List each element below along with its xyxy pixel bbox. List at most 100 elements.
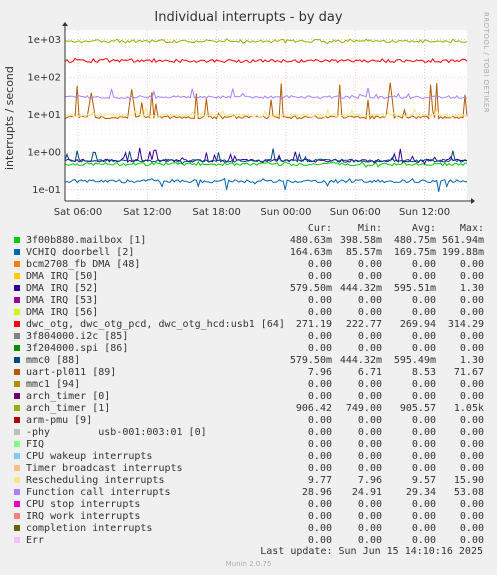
legend-series-name: mmc0 [88] (26, 355, 81, 366)
legend-max-value: 0.00 (459, 511, 484, 522)
legend-swatch (14, 489, 20, 495)
legend-series-name: 3f00b880.mailbox [1] (26, 235, 147, 246)
legend-swatch (14, 273, 20, 279)
legend-series-name: 3f804000.i2c [85] (26, 331, 129, 342)
legend-series-name: arch_timer [1] (26, 403, 111, 414)
legend-swatch (14, 393, 20, 399)
legend-avg-value: 0.00 (411, 259, 436, 270)
legend-series-name: uart-pl011 [89] (26, 367, 117, 378)
legend-header-min: Min: (357, 223, 382, 234)
legend-max-value: 1.05k (453, 403, 484, 414)
legend-series-name: FIQ (26, 439, 45, 450)
legend-row: mmc0 [88] 579.50m 444.32m 595.49m 1.30 (14, 355, 484, 367)
legend-avg-value: 0.00 (411, 295, 436, 306)
series-line (64, 106, 468, 118)
legend-avg-value: 905.57 (399, 403, 436, 414)
rrdtool-credit: RRDTOOL / TOBI OETIKER (482, 12, 490, 114)
series-line (64, 87, 468, 100)
x-tick-label: Sat 06:00 (54, 207, 102, 218)
legend-min-value: 444.32m (339, 355, 382, 366)
plot-area (65, 30, 467, 201)
legend-max-value: 0.00 (459, 343, 484, 354)
legend-avg-value: 269.94 (399, 319, 436, 330)
legend-swatch (14, 345, 20, 351)
legend-min-value: 398.58m (339, 235, 382, 246)
legend-avg-value: 0.00 (411, 439, 436, 450)
legend-cur-value: 906.42 (295, 403, 332, 414)
legend-swatch (14, 453, 20, 459)
x-axis-arrow (471, 198, 475, 204)
legend-header-max: Max: (459, 223, 484, 234)
legend-min-value: 0.00 (357, 271, 382, 282)
legend-series-name: dwc_otg, dwc_otg_pcd, dwc_otg_hcd:usb1 [… (26, 319, 285, 330)
legend-min-value: 6.71 (357, 367, 382, 378)
series-line (64, 57, 468, 64)
legend-cur-value: 0.00 (307, 451, 332, 462)
legend-cur-value: 0.00 (307, 415, 332, 426)
legend-avg-value: 8.53 (411, 367, 436, 378)
y-tick-label: 1e+01 (27, 110, 61, 121)
legend-row: DMA IRQ [56] 0.00 0.00 0.00 0.00 (14, 307, 484, 319)
y-tick-label: 1e+03 (27, 35, 61, 46)
legend-cur-value: 579.50m (289, 355, 332, 366)
legend-max-value: 0.00 (459, 499, 484, 510)
series-line (64, 177, 468, 192)
legend-avg-value: 0.00 (411, 331, 436, 342)
legend-series-name: arm-pmu [9] (26, 415, 93, 426)
legend-min-value: 24.91 (351, 487, 382, 498)
legend-cur-value: 164.63m (289, 247, 332, 258)
legend-max-value: 0.00 (459, 379, 484, 390)
legend-max-value: 0.00 (459, 463, 484, 474)
legend-avg-value: 0.00 (411, 535, 436, 546)
legend-cur-value: 0.00 (307, 379, 332, 390)
legend-min-value: 0.00 (357, 307, 382, 318)
legend-series-name: VCHIQ doorbell [2] (26, 247, 135, 258)
legend-max-value: 0.00 (459, 439, 484, 450)
legend-min-value: 0.00 (357, 331, 382, 342)
legend-min-value: 0.00 (357, 295, 382, 306)
y-tick-label: 1e+00 (27, 148, 61, 159)
legend-row: VCHIQ doorbell [2] 164.63m 85.57m 169.75m 19… (14, 247, 484, 259)
legend-min-value: 0.00 (357, 427, 382, 438)
legend-avg-value: 9.57 (411, 475, 436, 486)
last-update: Last update: Sun Jun 15 14:10:16 2025 (260, 546, 483, 557)
legend-cur-value: 0.00 (307, 523, 332, 534)
legend-swatch (14, 285, 20, 291)
legend-min-value: 0.00 (357, 415, 382, 426)
legend-min-value: 7.96 (357, 475, 382, 486)
legend-min-value: 0.00 (357, 463, 382, 474)
legend-swatch (14, 477, 20, 483)
legend-max-value: 0.00 (459, 307, 484, 318)
legend-avg-value: 595.51m (393, 283, 436, 294)
legend-min-value: 444.32m (339, 283, 382, 294)
x-tick-label: Sat 18:00 (192, 207, 240, 218)
legend-max-value: 561.94m (441, 235, 484, 246)
legend-max-value: 0.00 (459, 451, 484, 462)
legend-min-value: 222.77 (345, 319, 382, 330)
legend-header: Cur: Min: Avg: Max: (14, 223, 484, 235)
legend-avg-value: 0.00 (411, 463, 436, 474)
legend-cur-value: 0.00 (307, 391, 332, 402)
legend-max-value: 0.00 (459, 259, 484, 270)
legend-series-name: DMA IRQ [53] (26, 295, 99, 306)
legend-row: CPU stop interrupts 0.00 0.00 0.00 0.00 (14, 499, 484, 511)
legend-row: CPU wakeup interrupts 0.00 0.00 0.00 0.00 (14, 451, 484, 463)
legend-cur-value: 0.00 (307, 535, 332, 546)
legend-row: 3f804000.i2c [85] 0.00 0.00 0.00 0.00 (14, 331, 484, 343)
legend-swatch (14, 369, 20, 375)
legend-min-value: 0.00 (357, 523, 382, 534)
legend-row: mmc1 [94] 0.00 0.00 0.00 0.00 (14, 379, 484, 391)
legend-min-value: 0.00 (357, 391, 382, 402)
legend-header-cur: Cur: (307, 223, 332, 234)
legend-row: Timer broadcast interrupts 0.00 0.00 0.00 0.… (14, 463, 484, 475)
legend-row: bcm2708_fb DMA [48] 0.00 0.00 0.00 0.00 (14, 259, 484, 271)
legend-series-name: IRQ work interrupts (26, 511, 141, 522)
legend-min-value: 0.00 (357, 451, 382, 462)
legend-series-name: arch_timer [0] (26, 391, 111, 402)
legend-swatch (14, 537, 20, 543)
legend-row: arch_timer [1] 906.42 749.00 905.57 1.05k (14, 403, 484, 415)
legend-row: Function call interrupts 28.96 24.91 29.34 5… (14, 487, 484, 499)
legend-avg-value: 29.34 (405, 487, 436, 498)
legend-row: DMA IRQ [53] 0.00 0.00 0.00 0.00 (14, 295, 484, 307)
legend-avg-value: 0.00 (411, 499, 436, 510)
